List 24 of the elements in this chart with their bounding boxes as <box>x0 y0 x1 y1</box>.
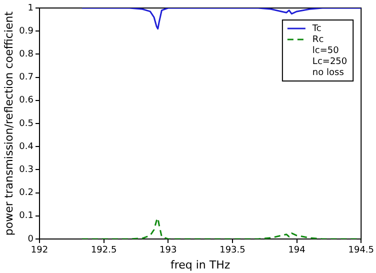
y-axis-title: power transmission/reflection coefficient <box>2 10 16 236</box>
x-tick-label: 192.5 <box>90 246 117 256</box>
y-tick-label: 0.9 <box>19 26 34 36</box>
x-tick-label: 194.5 <box>348 246 374 256</box>
legend-label: Tc <box>311 24 322 34</box>
y-tick-label: 0.6 <box>19 96 34 106</box>
annotation: no loss <box>312 68 344 78</box>
x-tick-label: 193.5 <box>220 246 246 256</box>
y-tick-label: 0.8 <box>19 50 34 60</box>
x-axis-title: freq in THz <box>170 258 230 272</box>
x-tick-label: 193 <box>160 246 177 256</box>
legend-label: Rc <box>312 34 324 45</box>
x-tick-label: 194 <box>288 246 306 256</box>
annotation: lc=50 <box>312 46 340 56</box>
y-tick-label: 0.7 <box>19 72 34 83</box>
y-tick-label: 0.2 <box>19 188 34 198</box>
y-tick-label: 1 <box>28 3 34 14</box>
y-tick-label: 0.5 <box>19 118 34 129</box>
y-tick-label: 0.3 <box>19 165 34 176</box>
annotation: Lc=250 <box>312 56 348 67</box>
x-tick-label: 192 <box>30 246 48 256</box>
y-tick-label: 0.1 <box>19 211 34 222</box>
y-tick-label: 0 <box>28 234 34 244</box>
y-tick-label: 0.4 <box>19 142 34 152</box>
